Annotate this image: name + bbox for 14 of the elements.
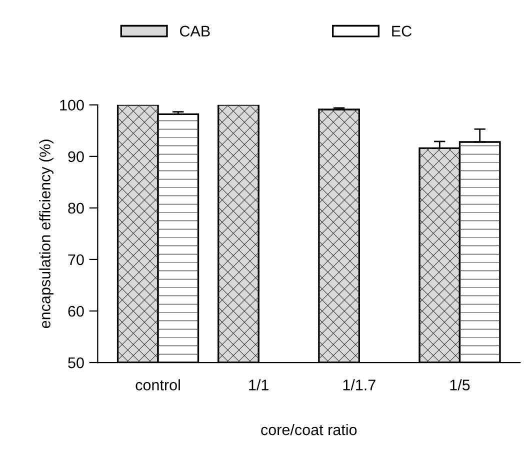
y-tick-label: 70 (68, 254, 84, 266)
x-tick-label: 1/1.7 (343, 379, 376, 390)
x-tick-label: control (136, 379, 180, 390)
y-tick-label: 80 (68, 202, 84, 214)
y-tick-label: 60 (68, 306, 84, 317)
y-tick-label: 100 (60, 100, 84, 111)
y-tick-label: 90 (68, 151, 84, 162)
y-tick-label: 50 (68, 357, 84, 368)
x-tick-label: 1/5 (450, 379, 470, 390)
legend-label: EC (392, 26, 412, 37)
x-tick-label: 1/1 (249, 379, 268, 390)
x-axis-title: core/coat ratio (261, 424, 357, 436)
y-axis-title: encapsulation efficiency (%) (39, 140, 54, 328)
legend-label: CAB (180, 26, 210, 37)
